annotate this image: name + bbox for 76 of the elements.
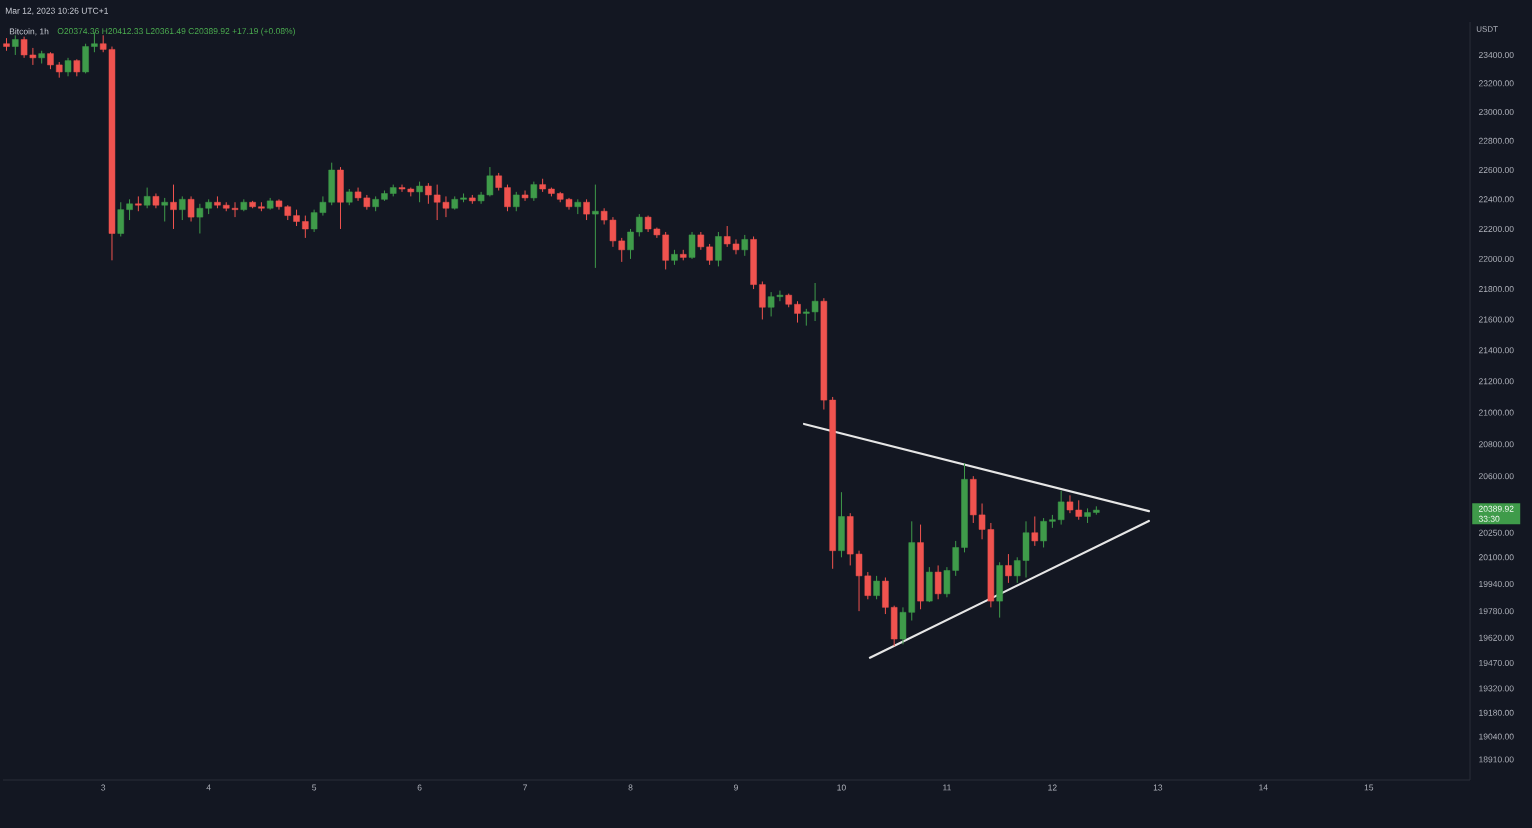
y-tick-label: 22200.00 bbox=[1478, 225, 1514, 232]
candlestick bbox=[170, 184, 177, 230]
y-tick-label: 20800.00 bbox=[1478, 441, 1514, 448]
x-tick-label: 7 bbox=[523, 784, 527, 791]
y-tick-label: 21200.00 bbox=[1478, 378, 1514, 385]
candlestick bbox=[759, 281, 766, 320]
candlestick bbox=[416, 181, 423, 203]
candlestick bbox=[530, 181, 538, 202]
y-tick-label: 20250.00 bbox=[1478, 529, 1514, 536]
candlestick bbox=[126, 198, 133, 221]
candlestick bbox=[504, 184, 511, 212]
y-tick-label: 19780.00 bbox=[1479, 608, 1514, 615]
candlestick bbox=[794, 300, 801, 324]
x-tick-label: 6 bbox=[417, 784, 422, 791]
y-tick-label: 21800.00 bbox=[1478, 286, 1514, 293]
candlestick bbox=[1005, 553, 1012, 584]
y-tick-label: 22600.00 bbox=[1478, 167, 1514, 174]
x-tick-label: 5 bbox=[312, 784, 317, 791]
candlestick bbox=[636, 213, 643, 237]
y-axis-title: USDT bbox=[1476, 26, 1498, 32]
candlestick bbox=[302, 215, 309, 239]
y-tick-label: 18910.00 bbox=[1479, 756, 1514, 763]
x-tick-label: 4 bbox=[206, 784, 211, 791]
y-tick-label: 19470.00 bbox=[1479, 659, 1514, 666]
candlestick bbox=[12, 34, 19, 56]
y-tick-label: 22000.00 bbox=[1478, 255, 1514, 262]
candlestick bbox=[64, 57, 72, 77]
x-tick-label: 12 bbox=[1048, 784, 1057, 791]
text: 20389.92 bbox=[1478, 505, 1514, 512]
y-tick-label: 19040.00 bbox=[1479, 733, 1514, 740]
candlestick bbox=[934, 564, 942, 600]
y-tick-label: 19940.00 bbox=[1479, 580, 1514, 587]
y-tick-label: 19320.00 bbox=[1479, 685, 1514, 692]
candlestick bbox=[521, 190, 529, 202]
candlestick bbox=[1057, 490, 1065, 526]
candlestick bbox=[425, 182, 432, 205]
y-tick-label: 21400.00 bbox=[1478, 347, 1514, 354]
y-tick-label: 22800.00 bbox=[1478, 137, 1514, 144]
candlestick bbox=[627, 228, 634, 260]
candlestick bbox=[143, 187, 151, 209]
candlestick bbox=[179, 195, 186, 221]
x-tick-label: 9 bbox=[734, 784, 738, 791]
x-tick-label: 15 bbox=[1364, 784, 1374, 791]
y-tick-label: 23200.00 bbox=[1478, 80, 1514, 87]
candlestick bbox=[161, 197, 168, 222]
text: O20374.36 H20412.33 L20361.49 C20389.92 +17.19 (+0.08%) bbox=[57, 27, 295, 36]
y-tick-label: 20600.00 bbox=[1478, 473, 1514, 480]
candlestick bbox=[592, 184, 599, 269]
candlestick bbox=[583, 198, 590, 221]
candlestick bbox=[1040, 517, 1047, 548]
x-tick-label: 10 bbox=[837, 784, 846, 791]
x-tick-label: 3 bbox=[101, 784, 106, 791]
text: Bitcoin, 1h bbox=[9, 28, 49, 36]
y-tick-label: 20100.00 bbox=[1478, 554, 1514, 561]
candlestick bbox=[688, 231, 696, 260]
y-tick-label: 21600.00 bbox=[1478, 316, 1514, 323]
candlestick bbox=[715, 231, 722, 267]
text: Mar 12, 2023 10:26 UTC+1 bbox=[5, 7, 109, 15]
y-tick-label: 23400.00 bbox=[1478, 51, 1514, 58]
y-tick-label: 23000.00 bbox=[1478, 108, 1514, 115]
candlestick bbox=[513, 191, 520, 212]
x-tick-label: 11 bbox=[943, 784, 951, 791]
y-tick-label: 19180.00 bbox=[1479, 709, 1514, 716]
candlestick bbox=[706, 243, 713, 266]
x-tick-label: 13 bbox=[1153, 784, 1163, 791]
candlestick bbox=[1031, 515, 1039, 547]
candlestick bbox=[741, 234, 749, 257]
candlestick bbox=[187, 195, 195, 222]
x-tick-label: 8 bbox=[628, 784, 633, 791]
y-tick-label: 19620.00 bbox=[1479, 634, 1514, 641]
text: 33:30 bbox=[1478, 515, 1500, 522]
y-tick-label: 21000.00 bbox=[1478, 409, 1514, 416]
x-tick-label: 14 bbox=[1259, 784, 1268, 791]
y-tick-label: 22400.00 bbox=[1478, 196, 1514, 203]
candlestick bbox=[117, 201, 125, 237]
candlestick bbox=[873, 575, 880, 600]
